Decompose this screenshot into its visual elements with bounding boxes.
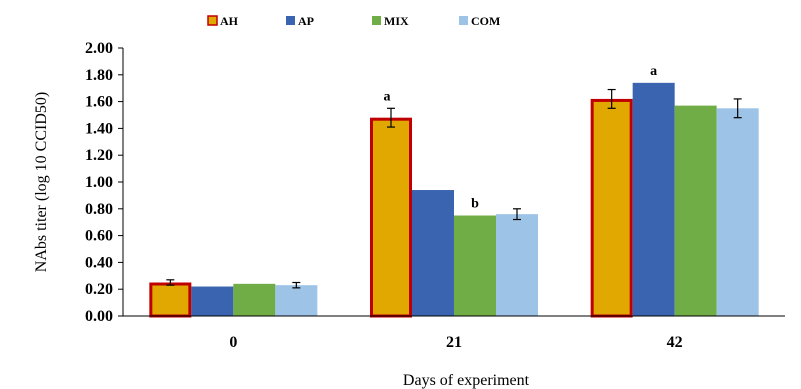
bar-ah bbox=[590, 98, 633, 318]
y-axis: 0.00 0.20 0.40 0.60 0.80 1.00 1.20 1.40 1.60 1.80… bbox=[85, 40, 124, 325]
y-tick-label: 0.60 bbox=[85, 228, 113, 245]
legend-label-com: COM bbox=[471, 14, 500, 28]
y-tick-label: 1.80 bbox=[85, 67, 113, 84]
y-tick-label: 1.20 bbox=[85, 147, 113, 164]
significance-label: a bbox=[384, 89, 391, 104]
bar-ap bbox=[191, 286, 234, 316]
bar-mix bbox=[233, 283, 276, 316]
legend-swatch-com bbox=[459, 16, 468, 25]
bar-ap bbox=[412, 190, 454, 316]
significance-label: a bbox=[650, 64, 657, 79]
y-tick-label: 1.00 bbox=[85, 174, 113, 191]
legend-label-ah: AH bbox=[220, 14, 239, 28]
bar-mix bbox=[674, 105, 717, 317]
bar-com bbox=[716, 108, 759, 316]
bar-ah bbox=[149, 282, 192, 318]
legend-label-mix: MIX bbox=[384, 14, 409, 28]
bar-ap bbox=[632, 82, 675, 316]
y-tick-label: 0.40 bbox=[85, 254, 113, 271]
bars: a b a bbox=[149, 64, 759, 318]
y-tick-label: 0.80 bbox=[85, 201, 113, 218]
legend: AH AP MIX COM bbox=[207, 14, 500, 28]
legend-swatch-ap bbox=[286, 16, 295, 25]
bar-com bbox=[275, 285, 318, 316]
y-tick-label: 1.60 bbox=[85, 94, 113, 111]
y-tick-label: 0.20 bbox=[85, 281, 113, 298]
x-tick-label: 0 bbox=[229, 334, 237, 351]
y-tick-label: 1.40 bbox=[85, 120, 113, 137]
y-tick-label: 0.00 bbox=[85, 308, 113, 325]
x-axis-title: Days of experiment bbox=[403, 372, 530, 389]
legend-swatch-mix bbox=[372, 16, 381, 25]
bar-com bbox=[496, 214, 538, 316]
bar-mix bbox=[454, 215, 496, 316]
x-tick-label: 21 bbox=[446, 334, 462, 351]
x-tick-label: 42 bbox=[667, 334, 683, 351]
y-tick-label: 2.00 bbox=[85, 40, 113, 57]
legend-swatch-ah bbox=[207, 15, 218, 26]
y-axis-title: NAbs titer (log 10 CCID50) bbox=[33, 92, 50, 272]
x-axis: 0 21 42 bbox=[123, 315, 785, 351]
significance-label: b bbox=[471, 197, 479, 212]
bar-ah bbox=[370, 117, 412, 318]
legend-label-ap: AP bbox=[298, 14, 314, 28]
